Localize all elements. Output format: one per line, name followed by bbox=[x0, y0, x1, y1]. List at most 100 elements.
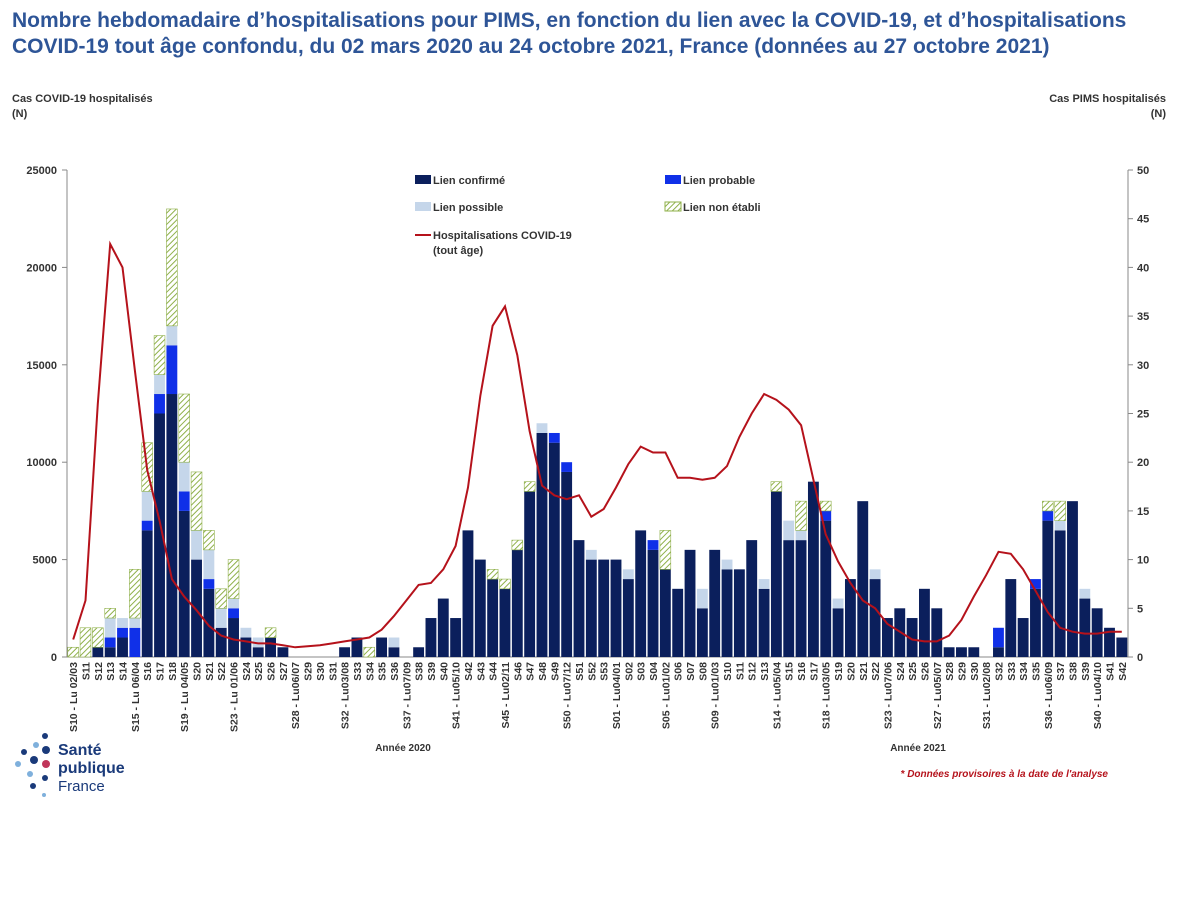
y-tick-label: 10000 bbox=[26, 457, 57, 469]
bar-segment bbox=[203, 588, 215, 657]
bar-segment bbox=[129, 618, 141, 628]
x-tick-label: S29 bbox=[956, 662, 968, 681]
bar-segment bbox=[1116, 637, 1128, 657]
bar-segment bbox=[252, 637, 264, 648]
bar-segment bbox=[573, 540, 585, 657]
bar-segment bbox=[117, 618, 128, 628]
bar-segment bbox=[1079, 598, 1091, 657]
legend-label: Lien probable bbox=[683, 175, 755, 187]
x-tick-label: S34 bbox=[364, 662, 376, 681]
x-tick-label: S21 bbox=[204, 662, 216, 681]
bar-segment bbox=[178, 393, 190, 463]
x-tick-label: S20 bbox=[845, 662, 857, 681]
bar-segment bbox=[264, 627, 277, 638]
x-tick-label: S50 - Lu07/12 bbox=[562, 662, 574, 729]
note: * Données provisoires à la date de l'ana… bbox=[901, 769, 1109, 780]
bar-segment bbox=[1042, 520, 1054, 657]
bar-segment bbox=[104, 647, 116, 657]
bar-segment bbox=[104, 618, 116, 638]
bar-segment bbox=[104, 607, 116, 619]
bar-segment bbox=[881, 618, 893, 657]
bar-segment bbox=[499, 588, 511, 657]
legend-label: Lien possible bbox=[433, 202, 503, 214]
x-tick-label: S15 - Lu 06/04 bbox=[130, 662, 142, 732]
x-tick-label: S17 bbox=[155, 662, 167, 681]
bar-segment bbox=[129, 627, 141, 657]
bar-segment bbox=[166, 325, 178, 346]
bar-segment bbox=[585, 559, 597, 657]
bar-segment bbox=[499, 578, 511, 590]
x-tick-label: S20 bbox=[192, 662, 204, 681]
bar-segment bbox=[141, 530, 153, 657]
bar-segment bbox=[191, 530, 202, 560]
bar-segment bbox=[770, 491, 782, 657]
x-tick-label: S18 bbox=[167, 662, 179, 681]
y-tick-label: 25000 bbox=[26, 165, 57, 177]
bar-segment bbox=[376, 637, 388, 657]
y2-tick-label: 35 bbox=[1137, 311, 1149, 323]
x-tick-label: S22 bbox=[216, 662, 228, 681]
x-tick-label: S22 bbox=[870, 662, 882, 681]
bar-segment bbox=[178, 491, 190, 511]
bar-segment bbox=[709, 549, 721, 657]
x-tick-label: S42 bbox=[1117, 662, 1129, 681]
bar-segment bbox=[191, 559, 202, 657]
bar-segment bbox=[277, 647, 289, 657]
bar-segment bbox=[524, 491, 536, 657]
bar-segment bbox=[943, 647, 955, 657]
x-tick-label: S37 - Lu07/09 bbox=[401, 662, 413, 729]
x-tick-label: S25 bbox=[253, 662, 265, 681]
x-tick-label: S07 bbox=[685, 662, 697, 681]
bar-segment bbox=[844, 579, 856, 657]
bar-segment bbox=[252, 647, 264, 657]
x-tick-label: S53 bbox=[599, 662, 611, 681]
bar-segment bbox=[215, 608, 227, 628]
bar-segment bbox=[610, 559, 622, 657]
bar-segment bbox=[832, 608, 844, 657]
bar-segment bbox=[388, 647, 400, 657]
y2-tick-label: 25 bbox=[1137, 409, 1149, 421]
bar-segment bbox=[240, 637, 252, 657]
x-tick-label: S27 bbox=[278, 662, 290, 681]
y2-tick-label: 50 bbox=[1137, 165, 1149, 177]
y2-tick-label: 40 bbox=[1137, 262, 1149, 274]
x-tick-label: S42 bbox=[463, 662, 475, 681]
logo: Santé publique France bbox=[15, 733, 125, 797]
bar-segment bbox=[166, 208, 178, 327]
x-tick-label: S33 bbox=[352, 662, 364, 681]
bar-segment bbox=[1067, 501, 1078, 657]
bar-segment bbox=[795, 530, 807, 541]
bar-segment bbox=[536, 423, 548, 433]
logo-text: France bbox=[58, 778, 105, 795]
bar-segment bbox=[154, 413, 165, 657]
legend-swatch bbox=[415, 202, 431, 211]
bar-segment bbox=[178, 462, 190, 492]
x-tick-label: S25 bbox=[907, 662, 919, 681]
x-tick-label: S52 bbox=[586, 662, 598, 681]
bar-segment bbox=[869, 569, 881, 580]
bar-segment bbox=[993, 627, 1004, 648]
bar-segment bbox=[783, 540, 795, 657]
x-tick-label: S11 bbox=[734, 662, 746, 680]
bar-segment bbox=[141, 520, 153, 531]
bar-segment bbox=[511, 539, 524, 551]
x-tick-label: S30 bbox=[315, 662, 327, 681]
bar-segment bbox=[129, 569, 141, 619]
x-tick-label: S06 bbox=[673, 662, 685, 681]
bar-segment bbox=[203, 549, 215, 580]
x-tick-label: S14 - Lu05/04 bbox=[771, 662, 783, 729]
bar-segment bbox=[1054, 530, 1066, 657]
x-tick-label: S16 bbox=[796, 662, 808, 681]
x-tick-label: S45 - Lu02/11 bbox=[500, 662, 512, 729]
x-tick-label: S40 - Lu04/10 bbox=[1092, 662, 1104, 729]
x-tick-label: S36 bbox=[389, 662, 401, 681]
x-tick-label: S41 bbox=[1104, 662, 1116, 681]
bar-segment bbox=[67, 646, 79, 658]
x-tick-label: S39 bbox=[1080, 662, 1092, 681]
bar-segment bbox=[783, 520, 795, 541]
x-tick-label: S08 bbox=[697, 662, 709, 681]
year-label: Année 2021 bbox=[890, 743, 946, 754]
x-tick-label: S35 bbox=[1030, 662, 1042, 681]
y2-tick-label: 10 bbox=[1137, 555, 1149, 567]
